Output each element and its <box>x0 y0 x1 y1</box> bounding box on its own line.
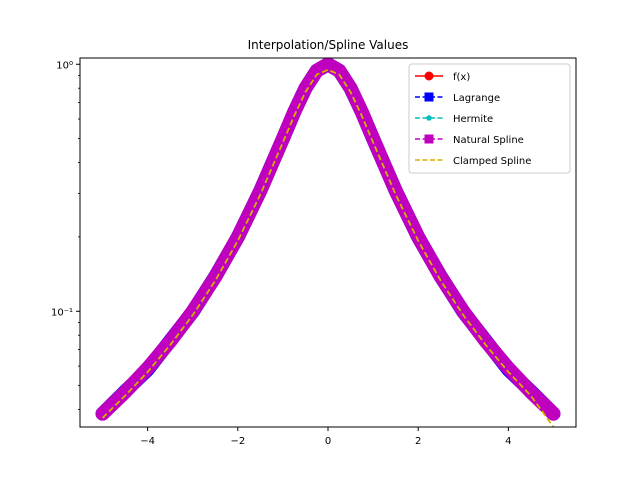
chart-title: Interpolation/Spline Values <box>248 38 409 52</box>
data-point-natural-spline <box>121 388 129 396</box>
legend-item-f-x-: f(x) <box>415 71 470 83</box>
legend-item-hermite: Hermite <box>415 114 493 125</box>
data-point-natural-spline <box>504 364 512 372</box>
legend-label-lagrange: Lagrange <box>453 93 500 104</box>
legend-item-clamped-spline: Clamped Spline <box>415 156 531 167</box>
legend-marker-hermite <box>426 114 432 121</box>
legend-label-clamped-spline: Clamped Spline <box>453 156 531 167</box>
data-point-natural-spline <box>392 187 400 195</box>
data-point-natural-spline <box>324 60 332 68</box>
data-point-natural-spline <box>459 307 467 315</box>
legend-box <box>408 63 571 174</box>
legend: f(x) Lagrange Hermite Natural Spline Clamped… <box>408 63 571 174</box>
legend-item-natural-spline: Natural Spline <box>415 134 524 146</box>
series-clamped-spline <box>101 68 555 427</box>
series-natural-spline <box>95 58 561 421</box>
x-tick-label: 4 <box>505 436 511 447</box>
legend-marker-f-x- <box>424 71 434 81</box>
x-tick-label: 0 <box>325 436 331 447</box>
x-tick-label: 2 <box>415 436 421 447</box>
legend-marker-lagrange <box>424 92 434 102</box>
series-layer <box>95 58 561 427</box>
x-tick-label: −2 <box>230 436 245 447</box>
data-point-natural-spline <box>279 135 287 143</box>
axes-layer: −4 −2 0 2 4 10⁻¹ 10⁰ <box>51 57 577 447</box>
series-line-clamped-spline <box>101 68 555 427</box>
legend-label-hermite: Hermite <box>453 114 493 125</box>
data-point-natural-spline <box>99 410 107 418</box>
data-point-natural-spline <box>256 187 264 195</box>
legend-item-lagrange: Lagrange <box>415 92 500 104</box>
data-point-natural-spline <box>234 233 242 241</box>
legend-label-natural-spline: Natural Spline <box>453 135 524 146</box>
x-tick-label: −4 <box>140 436 155 447</box>
y-tick-label: 10⁻¹ <box>51 307 73 318</box>
legend-marker-natural-spline <box>424 134 434 144</box>
data-point-natural-spline <box>335 67 343 75</box>
data-point-natural-spline <box>549 410 557 418</box>
legend-label-f-x-: f(x) <box>453 72 470 83</box>
y-tick-label: 10⁰ <box>56 60 73 71</box>
